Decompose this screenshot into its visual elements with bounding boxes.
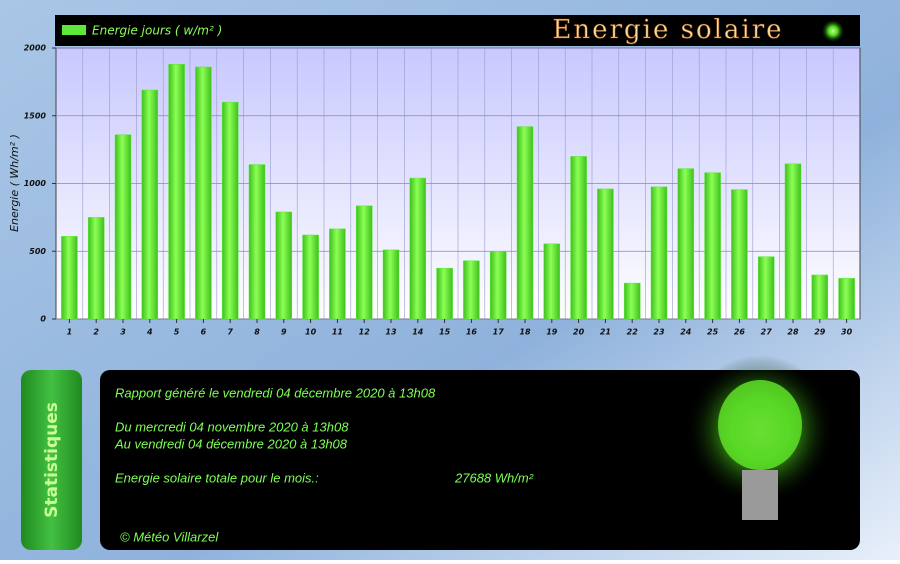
bar <box>355 205 373 320</box>
x-tick-label: 25 <box>707 328 719 337</box>
x-tick-label: 5 <box>174 328 180 337</box>
x-tick-label: 22 <box>627 328 639 337</box>
x-tick-label: 9 <box>281 328 287 337</box>
x-tick-label: 3 <box>120 328 126 337</box>
bar <box>650 186 668 320</box>
x-tick-label: 8 <box>254 328 260 337</box>
bulb-icon <box>821 19 845 43</box>
x-tick-label: 27 <box>761 328 773 337</box>
legend-swatch <box>62 25 86 35</box>
bar <box>543 243 561 320</box>
bar <box>61 236 78 320</box>
x-tick-label: 18 <box>519 328 531 337</box>
bar <box>757 256 775 320</box>
period-start: Du mercredi 04 novembre 2020 à 13h08 <box>115 419 349 434</box>
bar <box>114 134 132 320</box>
x-tick-label: 29 <box>814 328 826 337</box>
x-tick-label: 10 <box>305 328 317 337</box>
period-end: Au vendredi 04 décembre 2020 à 13h08 <box>114 436 348 451</box>
x-tick-label: 4 <box>146 328 153 337</box>
x-tick-label: 12 <box>359 328 371 337</box>
x-tick-label: 26 <box>734 328 746 337</box>
bar <box>409 177 427 320</box>
y-axis-label: Energie ( Wh/m² ) <box>8 134 21 232</box>
bar <box>221 101 239 320</box>
y-tick-label: 0 <box>40 315 46 324</box>
stats-tab-label: Statistiques <box>42 402 62 518</box>
total-value: 27688 Wh/m² <box>454 470 534 485</box>
x-tick-label: 2 <box>93 328 99 337</box>
x-tick-label: 13 <box>385 328 397 337</box>
x-tick-label: 7 <box>227 328 233 337</box>
bar <box>248 164 266 320</box>
chart-title: Energie solaire <box>552 15 783 45</box>
bar <box>302 234 319 320</box>
x-tick-label: 16 <box>466 328 478 337</box>
bar <box>597 188 614 320</box>
bar <box>489 251 507 320</box>
credit: © Météo Villarzel <box>120 529 219 544</box>
x-tick-label: 15 <box>439 328 451 337</box>
x-tick-label: 17 <box>493 328 505 337</box>
bar <box>329 228 346 320</box>
header-bar <box>55 15 860 46</box>
bar <box>677 168 695 320</box>
bar <box>570 156 587 320</box>
x-tick-label: 30 <box>841 328 853 337</box>
bar <box>623 282 641 320</box>
x-tick-label: 28 <box>787 328 799 337</box>
bar <box>195 66 212 320</box>
bar <box>838 278 855 320</box>
x-tick-label: 1 <box>67 328 73 337</box>
bulb-base <box>742 470 778 520</box>
stats-tab <box>21 370 82 550</box>
x-tick-label: 24 <box>680 328 692 337</box>
y-tick-label: 500 <box>29 247 46 256</box>
bar <box>463 260 480 320</box>
x-tick-label: 14 <box>412 328 424 337</box>
bar <box>516 126 534 320</box>
bulb-glass <box>718 380 802 470</box>
bar <box>382 249 400 320</box>
bar <box>168 64 185 320</box>
bar <box>275 211 293 320</box>
x-tick-label: 19 <box>546 328 558 337</box>
bar <box>141 89 159 320</box>
bar <box>811 274 829 320</box>
y-tick-label: 2000 <box>24 44 47 53</box>
x-tick-label: 20 <box>573 328 585 337</box>
bar <box>436 267 453 320</box>
report-line: Rapport généré le vendredi 04 décembre 2… <box>115 385 436 400</box>
stats-panel <box>100 370 860 550</box>
bar <box>784 163 802 320</box>
x-tick-label: 6 <box>201 328 207 337</box>
x-tick-label: 11 <box>332 328 343 337</box>
bar <box>87 217 105 320</box>
legend-label: Energie jours ( w/m² ) <box>92 24 222 38</box>
bar <box>731 189 748 320</box>
total-label: Energie solaire totale pour le mois.: <box>115 470 319 485</box>
y-tick-label: 1500 <box>24 111 47 120</box>
x-tick-label: 21 <box>600 328 611 337</box>
x-tick-label: 23 <box>653 328 665 337</box>
y-tick-label: 1000 <box>24 179 47 188</box>
bar <box>704 172 721 320</box>
